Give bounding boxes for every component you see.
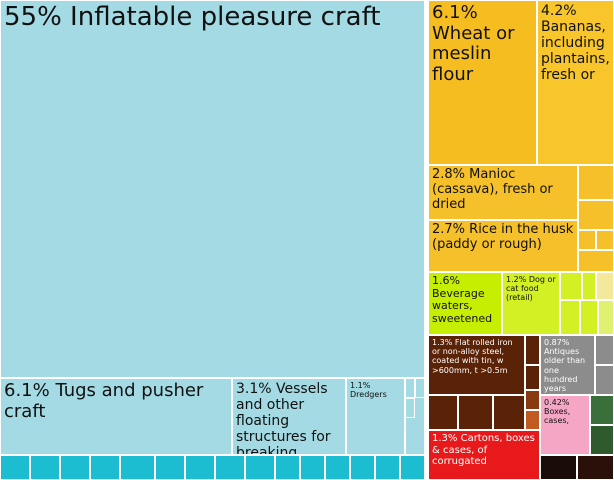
tile	[458, 395, 493, 430]
tile-label: 2.8% Manioc (cassava), fresh or dried	[432, 167, 553, 212]
tile	[578, 200, 614, 230]
treemap-tile: 1.2% Dog or cat food (retail)	[502, 272, 560, 335]
tile	[275, 455, 300, 480]
tile	[560, 300, 580, 335]
tile-label: 3.1% Vessels and other floating structur…	[236, 381, 331, 455]
tile	[590, 425, 614, 455]
tile	[582, 272, 596, 300]
tile	[428, 395, 458, 430]
tile	[155, 455, 185, 480]
treemap-tile: 1.3% Cartons, boxes & cases, of corrugat…	[428, 430, 540, 480]
treemap-tile: 4.2% Bananas, including plantains, fresh…	[537, 0, 614, 165]
tile-label: 2.7% Rice in the husk (paddy or rough)	[432, 222, 574, 252]
tile	[577, 455, 614, 480]
tile	[595, 365, 614, 395]
tile	[590, 395, 614, 425]
tile	[325, 455, 350, 480]
treemap-tile: 55% Inflatable pleasure craft	[0, 0, 425, 378]
tile	[400, 455, 425, 480]
tile	[596, 272, 614, 300]
tile-label: 1.1% Dredgers	[350, 381, 387, 400]
treemap-tile: 3.1% Vessels and other floating structur…	[232, 378, 346, 455]
tile	[185, 455, 215, 480]
tile	[525, 410, 540, 430]
tile-label: 6.1% Tugs and pusher craft	[4, 380, 204, 422]
treemap-tile: 2.8% Manioc (cassava), fresh or dried	[428, 165, 578, 220]
tile	[0, 455, 30, 480]
treemap-tile: 0.42% Boxes, cases,	[540, 395, 590, 455]
treemap-tile: 2.7% Rice in the husk (paddy or rough)	[428, 220, 578, 272]
tile-label: 1.3% Flat rolled iron or non-alloy steel…	[432, 338, 513, 375]
tile	[525, 390, 540, 410]
tile-label: 0.87% Antiques older than one hundred ye…	[544, 338, 586, 393]
tile	[245, 455, 275, 480]
tile	[580, 300, 598, 335]
tile	[578, 250, 614, 272]
tile	[300, 455, 325, 480]
tile-label: 1.6% Beverage waters, sweetened	[432, 274, 493, 325]
tile	[525, 335, 540, 365]
tile	[405, 378, 415, 398]
tile-label: 1.3% Cartons, boxes & cases, of corrugat…	[432, 433, 535, 467]
tile	[60, 455, 90, 480]
treemap-tile: 6.1% Wheat or meslin flour	[428, 0, 537, 165]
tile	[90, 455, 120, 480]
tile	[596, 230, 614, 250]
tile	[595, 335, 614, 365]
tile	[215, 455, 245, 480]
tile	[120, 455, 155, 480]
tile-label: 1.2% Dog or cat food (retail)	[506, 275, 556, 303]
tile-label: 55% Inflatable pleasure craft	[4, 2, 381, 32]
treemap-tile: 1.6% Beverage waters, sweetened	[428, 272, 502, 335]
tile	[578, 230, 596, 250]
tile-label: 0.42% Boxes, cases,	[544, 398, 571, 426]
tile	[578, 165, 614, 200]
treemap-tile: 1.1% Dredgers	[346, 378, 405, 455]
tile	[560, 272, 582, 300]
tile-label: 6.1% Wheat or meslin flour	[432, 2, 515, 86]
tile	[540, 455, 577, 480]
tile	[415, 378, 425, 398]
tile	[405, 398, 415, 418]
treemap-tile: 1.3% Flat rolled iron or non-alloy steel…	[428, 335, 525, 395]
tile	[493, 395, 525, 430]
tile	[525, 365, 540, 390]
tile-label: 4.2% Bananas, including plantains, fresh…	[541, 3, 610, 84]
tile	[30, 455, 60, 480]
treemap-tile: 0.87% Antiques older than one hundred ye…	[540, 335, 595, 395]
tile	[375, 455, 400, 480]
tile	[350, 455, 375, 480]
treemap-tile: 6.1% Tugs and pusher craft	[0, 378, 232, 455]
tile	[598, 300, 614, 335]
